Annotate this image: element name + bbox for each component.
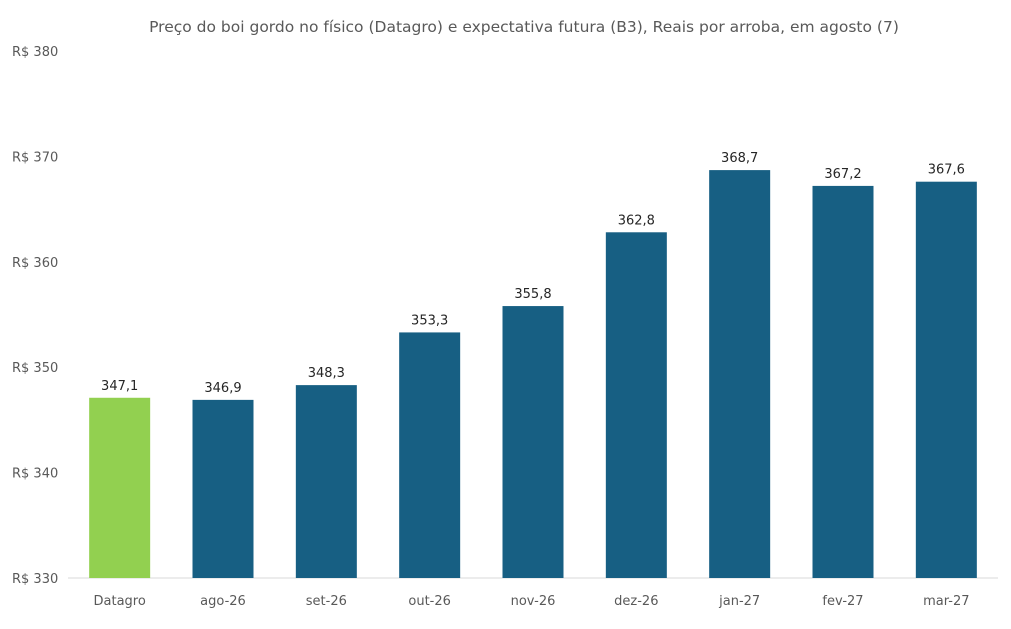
bars-group xyxy=(89,170,977,579)
bar-datagro xyxy=(89,397,151,578)
bar-jan-27 xyxy=(709,170,771,579)
x-tick-label: mar-27 xyxy=(923,594,969,609)
data-label: 355,8 xyxy=(514,287,551,302)
data-label: 347,1 xyxy=(101,379,138,394)
y-tick-label: R$ 340 xyxy=(12,467,58,482)
data-label: 346,9 xyxy=(204,381,241,396)
x-tick-label: Datagro xyxy=(94,594,146,609)
x-tick-label: set-26 xyxy=(306,594,347,609)
y-tick-label: R$ 360 xyxy=(12,256,58,271)
bar-ago-26 xyxy=(192,399,254,578)
y-tick-label: R$ 330 xyxy=(12,572,58,587)
chart-title: Preço do boi gordo no físico (Datagro) e… xyxy=(149,18,899,36)
bar-nov-26 xyxy=(502,306,564,578)
data-labels-group: 347,1 346,9 348,3 353,3 355,8 362,8 368,7 367,2… xyxy=(101,151,965,396)
bar-mar-27 xyxy=(915,181,977,579)
data-label: 362,8 xyxy=(618,213,655,228)
x-axis-ticks: Datagro ago-26 set-26 out-26 nov-26 dez-26 jan… xyxy=(94,594,970,609)
x-tick-label: fev-27 xyxy=(822,594,863,609)
bar-set-26 xyxy=(295,385,357,578)
data-label: 348,3 xyxy=(308,366,345,381)
data-label: 353,3 xyxy=(411,313,448,328)
x-tick-label: jan-27 xyxy=(718,594,760,609)
data-label: 367,2 xyxy=(824,167,861,182)
bar-dez-26 xyxy=(605,232,667,578)
bar-out-26 xyxy=(399,332,461,578)
x-tick-label: nov-26 xyxy=(511,594,556,609)
x-tick-label: out-26 xyxy=(408,594,451,609)
y-tick-label: R$ 350 xyxy=(12,361,58,376)
y-axis-ticks: R$ 330 R$ 340 R$ 350 R$ 360 R$ 370 R$ 380 xyxy=(12,45,58,587)
bar-fev-27 xyxy=(812,185,874,579)
y-tick-label: R$ 370 xyxy=(12,150,58,165)
x-tick-label: dez-26 xyxy=(614,594,658,609)
data-label: 368,7 xyxy=(721,151,758,166)
x-tick-label: ago-26 xyxy=(200,594,246,609)
data-label: 367,6 xyxy=(928,163,965,178)
y-tick-label: R$ 380 xyxy=(12,45,58,60)
